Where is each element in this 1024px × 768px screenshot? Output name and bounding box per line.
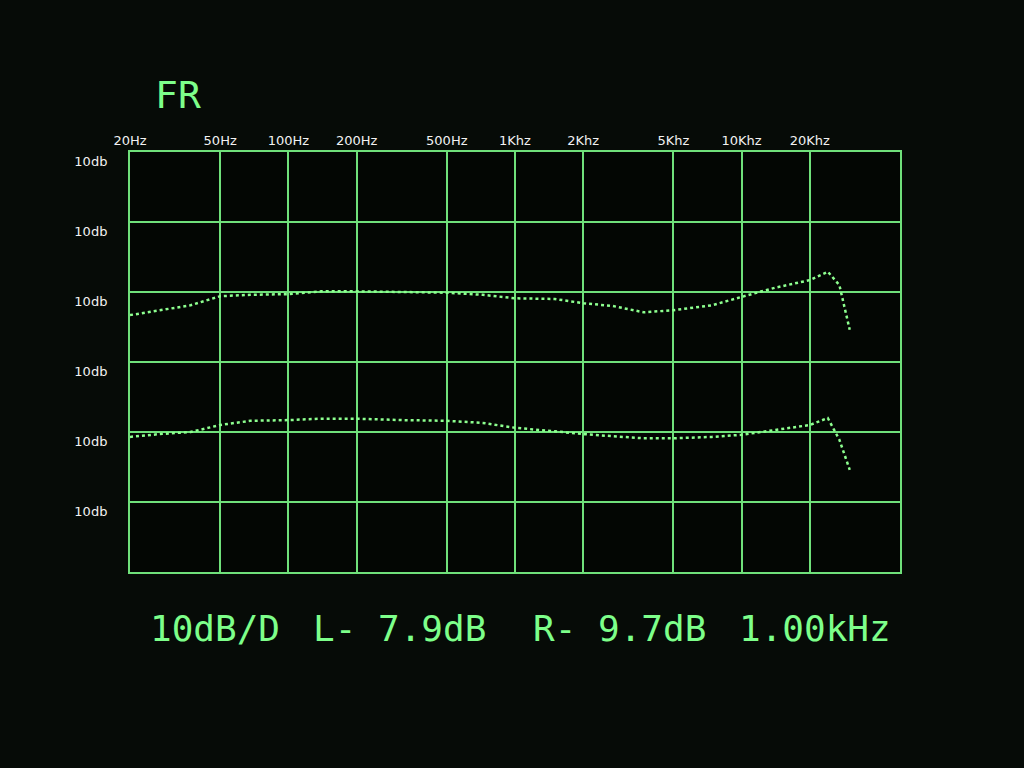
svg-text:10Khz: 10Khz [722,133,762,148]
svg-text:500Hz: 500Hz [426,133,468,148]
svg-text:L- 7.9dB: L- 7.9dB [313,608,486,649]
svg-text:2Khz: 2Khz [567,133,599,148]
svg-text:10db: 10db [74,294,107,309]
svg-text:10db: 10db [74,154,107,169]
svg-text:10db: 10db [74,434,107,449]
svg-text:200Hz: 200Hz [336,133,378,148]
svg-text:10dB/D: 10dB/D [150,608,280,649]
svg-text:R- 9.7dB: R- 9.7dB [533,608,706,649]
svg-text:20Hz: 20Hz [113,133,146,148]
svg-text:1Khz: 1Khz [499,133,531,148]
svg-text:10db: 10db [74,224,107,239]
svg-text:FR: FR [155,73,201,117]
svg-text:10db: 10db [74,364,107,379]
svg-text:50Hz: 50Hz [204,133,237,148]
svg-text:20Khz: 20Khz [790,133,830,148]
svg-text:1.00kHz: 1.00kHz [739,608,891,649]
svg-text:100Hz: 100Hz [268,133,310,148]
svg-text:5Khz: 5Khz [657,133,689,148]
svg-text:10db: 10db [74,504,107,519]
